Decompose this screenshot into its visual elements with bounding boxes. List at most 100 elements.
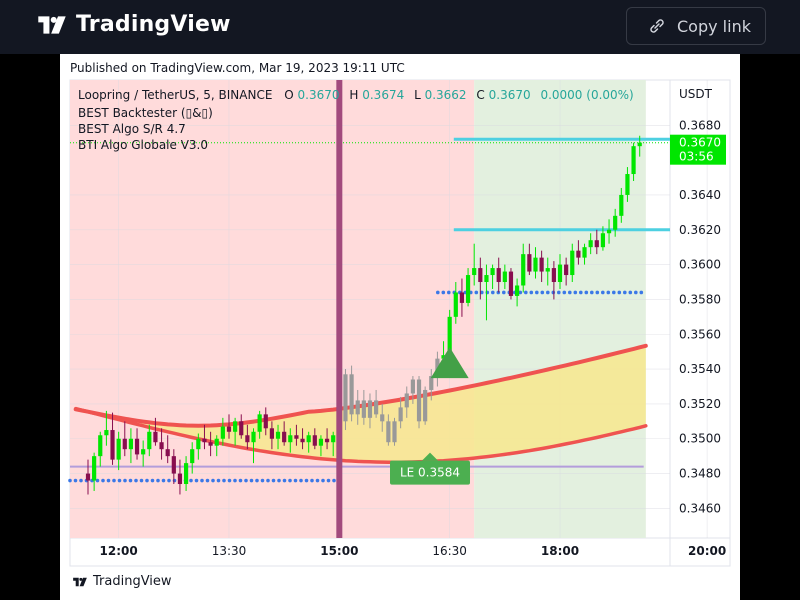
dotted-level-dot xyxy=(205,478,210,483)
brand-name: TradingView xyxy=(76,12,231,37)
candles xyxy=(85,135,642,495)
dotted-level-dot xyxy=(194,478,199,483)
candle-body xyxy=(484,275,489,283)
copy-link-button[interactable]: Copy link xyxy=(626,7,766,45)
candle-body xyxy=(557,264,563,283)
dotted-level-dot xyxy=(277,478,281,483)
candle-body xyxy=(104,430,109,436)
candle-body xyxy=(300,438,305,443)
candle-body xyxy=(134,438,140,455)
price-tick-label: 0.3600 xyxy=(679,258,721,272)
candle-body xyxy=(183,463,189,485)
footer-logo[interactable]: TradingView xyxy=(70,574,172,589)
dotted-level-dot xyxy=(540,290,545,295)
candle-body xyxy=(472,268,477,276)
candle-body xyxy=(398,407,403,422)
legend-o-label: O xyxy=(284,88,293,102)
candle-body xyxy=(386,421,391,443)
dotted-level-dot xyxy=(128,478,133,483)
dotted-level-dot xyxy=(211,478,215,483)
indicator-label-3[interactable]: BTI Algo Globale V3.0 xyxy=(78,138,208,152)
candle-body xyxy=(349,374,354,415)
time-tick-label: 18:00 xyxy=(541,544,579,558)
candle-body xyxy=(453,292,458,317)
candle-body xyxy=(110,430,115,460)
candle-body xyxy=(380,414,385,422)
dotted-level-dot xyxy=(304,478,309,483)
dotted-level-dot xyxy=(639,290,644,295)
candle-body xyxy=(625,174,630,195)
candle-body xyxy=(312,435,317,446)
dotted-level-dot xyxy=(315,478,320,483)
dotted-level-dot xyxy=(288,478,292,483)
price-axis[interactable]: 0.3460 0.3480 0.3500 0.3520 0.3540 0.3560 0.35… xyxy=(670,87,726,515)
time-tick-label: 16:30 xyxy=(432,544,467,558)
indicator-label-2[interactable]: BEST Algo S/R 4.7 xyxy=(78,122,186,136)
dotted-level-dot xyxy=(139,478,144,483)
candle-body xyxy=(257,414,262,432)
trend-cloud xyxy=(73,343,648,464)
indicator-label-1[interactable]: BEST Backtester (▯&▯) xyxy=(78,106,213,120)
candle-body xyxy=(545,268,550,272)
candle-body xyxy=(606,229,612,234)
candle-body xyxy=(533,257,538,272)
tradingview-footer-icon xyxy=(73,577,87,586)
bar-countdown: 03:56 xyxy=(679,150,714,164)
candle-body xyxy=(631,146,636,175)
dotted-level-dot xyxy=(216,478,221,483)
legend-change: 0.0000 (0.00%) xyxy=(540,88,633,102)
candle-body xyxy=(527,254,532,272)
candle-body xyxy=(190,449,195,464)
price-chart[interactable]: LE 0.3584 0.3460 0.3480 0.3500 0.3520 0.3540… xyxy=(60,54,740,570)
legend-h-label: H xyxy=(349,88,358,102)
dotted-level-dot xyxy=(112,478,116,483)
candle-body xyxy=(177,473,183,485)
cloud-upper-line xyxy=(73,343,648,428)
dotted-level-dot xyxy=(150,478,155,483)
dotted-level-dot xyxy=(161,478,166,483)
time-axis[interactable]: 12:00 13:30 15:00 16:30 18:00 20:00 xyxy=(100,544,727,558)
candle-body xyxy=(564,264,569,276)
candle-body xyxy=(220,426,225,439)
dotted-level-dot xyxy=(326,478,331,483)
candle-body xyxy=(410,379,415,394)
candle-body xyxy=(251,431,256,443)
svg-text:Loopring / TetherUS, 5, BINANC: Loopring / TetherUS, 5, BINANCE O 0.3670… xyxy=(78,88,634,102)
candle-body xyxy=(459,292,465,303)
time-tick-label: 20:00 xyxy=(688,544,726,558)
dotted-level-dot xyxy=(101,478,105,483)
candle-body xyxy=(153,431,158,443)
candle-body xyxy=(367,400,373,418)
candle-body xyxy=(570,250,575,276)
dotted-level-dot xyxy=(590,290,594,295)
candle-body xyxy=(324,438,330,443)
price-tick-label: 0.3680 xyxy=(679,118,721,132)
price-tick-label: 0.3480 xyxy=(679,467,721,481)
candle-body xyxy=(269,428,274,439)
dotted-level-dot xyxy=(200,478,204,483)
legend-symbol: Loopring / TetherUS, 5, BINANCE xyxy=(78,88,272,102)
candle-body xyxy=(208,442,213,446)
tradingview-logo[interactable]: TradingView xyxy=(32,12,231,37)
candle-body xyxy=(282,431,287,443)
dotted-level-dot xyxy=(134,478,138,483)
candle-body xyxy=(128,438,134,450)
candle-body xyxy=(515,285,520,296)
signals: LE 0.3584 xyxy=(336,80,470,538)
candle-body xyxy=(423,389,428,422)
candle-body xyxy=(275,431,281,439)
candle-body xyxy=(619,194,624,216)
top-bar: TradingView Copy link xyxy=(0,0,800,54)
candle-body xyxy=(508,271,514,296)
candle-body xyxy=(576,250,581,258)
cloud-fill xyxy=(75,345,646,463)
candle-body xyxy=(361,400,366,418)
price-tick-label: 0.3620 xyxy=(679,223,721,237)
dotted-level-dot xyxy=(568,290,572,295)
dotted-level-dot xyxy=(628,290,633,295)
price-tick-label: 0.3640 xyxy=(679,188,721,202)
legend-l-label: L xyxy=(414,88,421,102)
dotted-level-dot xyxy=(244,478,248,483)
price-tick-label: 0.3540 xyxy=(679,362,721,376)
dotted-level-dot xyxy=(474,290,479,295)
